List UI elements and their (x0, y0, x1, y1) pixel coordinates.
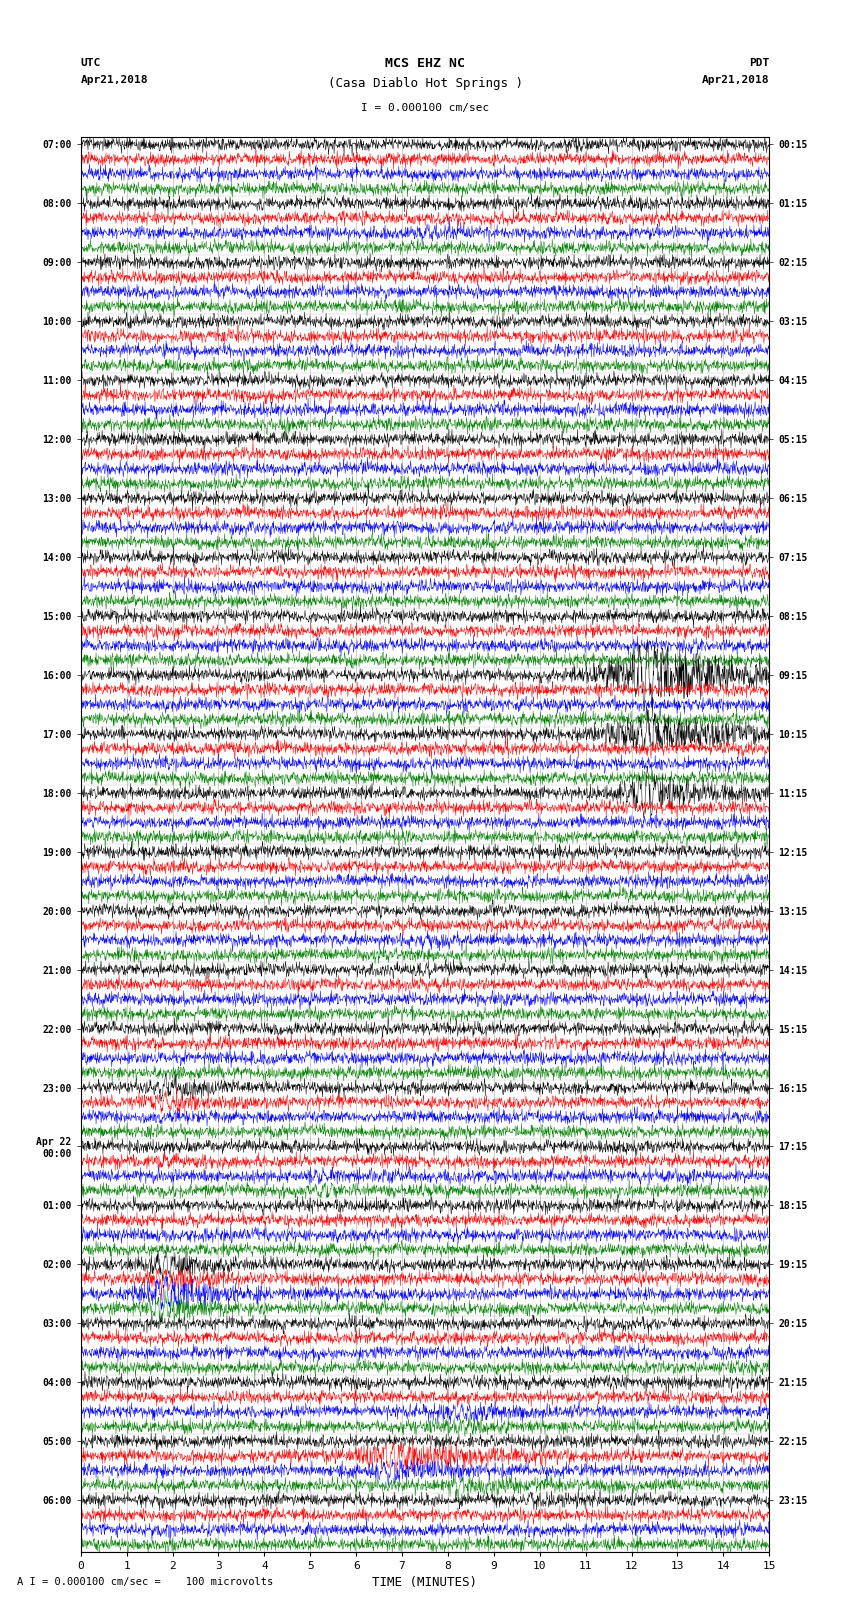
Text: PDT: PDT (749, 58, 769, 68)
Text: Apr21,2018: Apr21,2018 (81, 76, 148, 85)
Text: MCS EHZ NC: MCS EHZ NC (385, 56, 465, 71)
Text: Apr21,2018: Apr21,2018 (702, 76, 769, 85)
Text: A I = 0.000100 cm/sec =    100 microvolts: A I = 0.000100 cm/sec = 100 microvolts (17, 1578, 273, 1587)
Text: (Casa Diablo Hot Springs ): (Casa Diablo Hot Springs ) (327, 77, 523, 90)
X-axis label: TIME (MINUTES): TIME (MINUTES) (372, 1576, 478, 1589)
Text: I = 0.000100 cm/sec: I = 0.000100 cm/sec (361, 103, 489, 113)
Text: UTC: UTC (81, 58, 101, 68)
